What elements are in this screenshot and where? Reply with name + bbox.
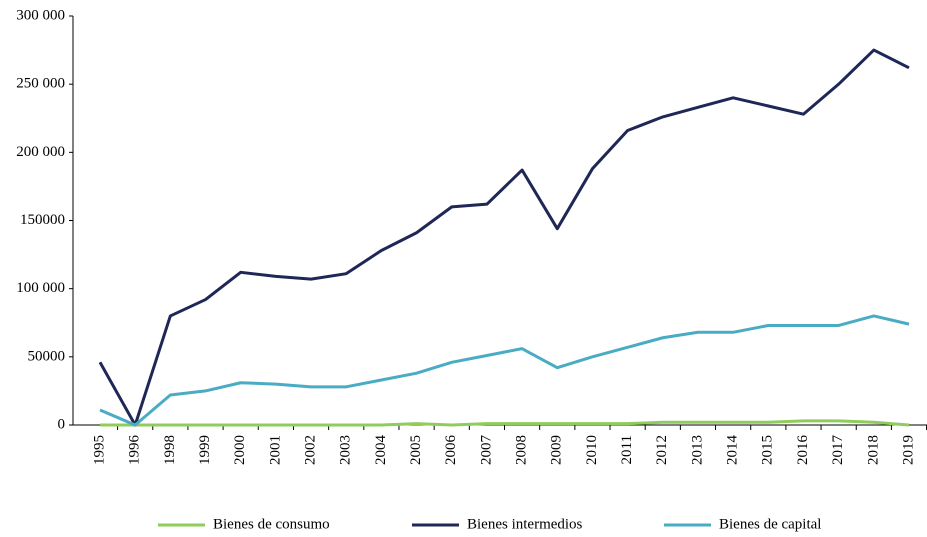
x-tick-label: 2014	[725, 435, 741, 466]
x-tick-label: 1999	[197, 435, 213, 465]
legend-label: Bienes de consumo	[213, 516, 330, 532]
x-tick-label: 2004	[373, 435, 389, 466]
series-line	[98, 48, 910, 427]
legend-label: Bienes intermedios	[467, 516, 583, 532]
x-tick-label: 2009	[549, 435, 565, 465]
legend-label: Bienes de capital	[719, 516, 821, 532]
x-tick-label: 2012	[654, 435, 670, 465]
x-tick-label: 1995	[91, 435, 107, 465]
x-tick-label: 2008	[514, 435, 530, 465]
y-tick-label: 150000	[20, 212, 65, 228]
x-tick-label: 2015	[760, 435, 776, 465]
x-tick-label: 2016	[795, 435, 811, 466]
series-line	[100, 419, 910, 427]
y-tick-label: 0	[58, 416, 66, 432]
y-tick-label: 300 000	[16, 7, 65, 23]
x-tick-label: 2003	[338, 435, 354, 465]
x-tick-label: 2001	[267, 435, 283, 465]
x-tick-label: 2018	[865, 435, 881, 465]
x-tick-label: 2019	[900, 435, 916, 465]
x-tick-label: 1996	[127, 435, 143, 466]
y-tick-label: 100 000	[16, 280, 65, 296]
x-tick-label: 2011	[619, 435, 635, 464]
x-tick-label: 2007	[478, 435, 494, 466]
y-tick-label: 50000	[28, 348, 66, 364]
x-tick-label: 1998	[162, 435, 178, 465]
y-tick-label: 250 000	[16, 76, 65, 92]
x-tick-label: 2017	[830, 435, 846, 466]
x-tick-label: 2010	[584, 435, 600, 465]
series-line	[99, 314, 910, 427]
x-tick-label: 2013	[689, 435, 705, 465]
x-tick-label: 2006	[443, 435, 459, 466]
x-tick-label: 2005	[408, 435, 424, 465]
y-tick-label: 200 000	[16, 144, 65, 160]
x-tick-label: 2002	[302, 435, 318, 465]
x-tick-label: 2000	[232, 435, 248, 465]
